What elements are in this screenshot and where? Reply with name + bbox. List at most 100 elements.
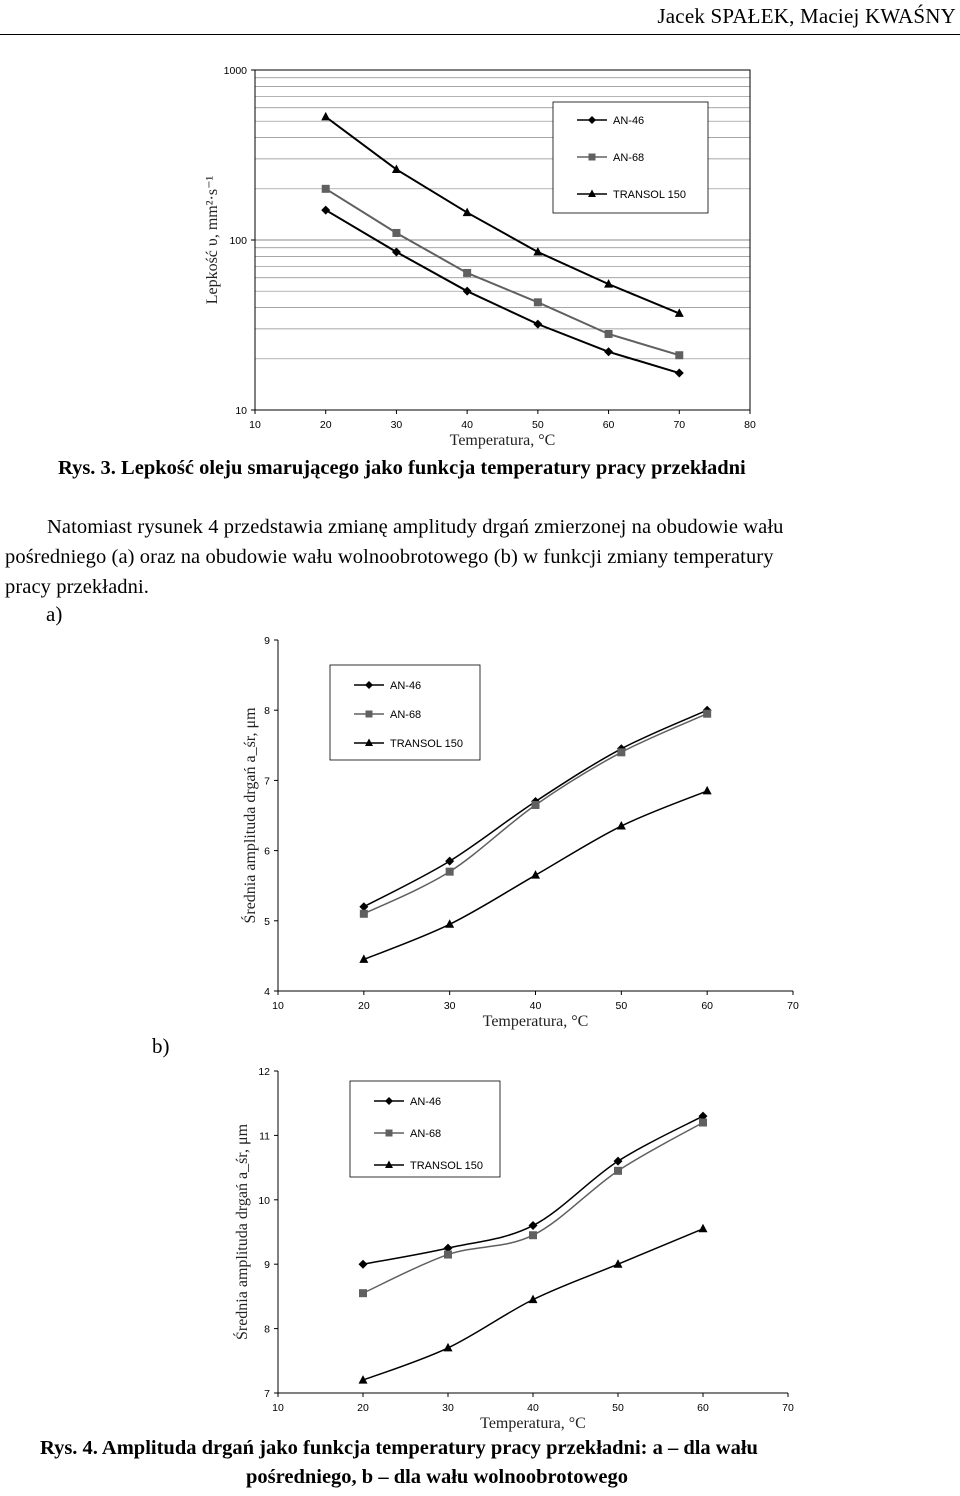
data-point-an-46 [698, 1111, 708, 1121]
y-tick-label: 8 [264, 705, 270, 717]
legend-label-an-68: AN-68 [410, 1128, 441, 1140]
data-point-transol-150 [358, 1375, 368, 1384]
data-point-transol-150 [604, 279, 614, 288]
y-tick-label: 9 [264, 1259, 270, 1271]
x-tick-label: 50 [612, 1402, 624, 1414]
x-axis-title: Temperatura, °C [480, 1415, 586, 1432]
y-tick-label: 4 [264, 986, 270, 998]
panel-b-label: b) [152, 1034, 170, 1058]
data-point-transol-150 [391, 164, 401, 173]
data-point-transol-150 [445, 919, 455, 928]
legend-label-transol-150: TRANSOL 150 [390, 738, 463, 750]
series-an-68 [321, 184, 684, 360]
data-point-an-68 [529, 1231, 537, 1240]
legend-label-an-46: AN-46 [613, 115, 644, 127]
series-transol-150 [321, 111, 684, 317]
y-tick-label: 8 [264, 1324, 270, 1336]
x-tick-label: 60 [603, 419, 615, 431]
header-rule [0, 34, 960, 35]
x-tick-label: 10 [272, 1402, 284, 1414]
data-point-an-68 [703, 709, 712, 718]
body-paragraph: Natomiast rysunek 4 przedstawia zmianę a… [5, 512, 955, 602]
data-point-an-68 [533, 298, 542, 307]
series-line-transol-150 [325, 116, 680, 315]
data-point-transol-150 [443, 1342, 453, 1352]
legend-label-an-46: AN-46 [390, 680, 421, 692]
data-point-an-68 [614, 1166, 622, 1175]
data-point-transol-150 [462, 207, 472, 217]
y-tick-label: 7 [264, 775, 270, 787]
data-point-transol-150 [531, 870, 540, 879]
data-point-transol-150 [702, 785, 712, 795]
legend-label-transol-150: TRANSOL 150 [613, 189, 686, 201]
series-line-transol-150 [362, 1228, 704, 1381]
viscosity-chart: 10 100 1000 10 20 30 40 50 60 70 80 Temperatura, °C… [204, 65, 756, 449]
data-point-an-68 [604, 329, 613, 338]
y-tick-label: 11 [259, 1130, 270, 1142]
x-tick-label: 50 [532, 419, 544, 431]
x-tick-label: 10 [272, 1000, 284, 1012]
x-tick-label: 50 [615, 1000, 627, 1012]
legend-marker-an-46 [365, 681, 373, 689]
x-axis-title: Temperatura, °C [450, 432, 556, 449]
x-tick-label: 20 [357, 1402, 369, 1414]
data-point-an-46 [358, 1259, 368, 1269]
data-point-an-68 [392, 228, 401, 237]
x-tick-label: 30 [391, 419, 403, 431]
y-tick-label: 10 [235, 405, 247, 417]
figure3-caption: Rys. 3. Lepkość oleju smarującego jako f… [58, 457, 746, 479]
legend-marker-an-46 [385, 1097, 393, 1105]
data-point-an-46 [528, 1221, 538, 1231]
y-tick-label: 100 [229, 235, 247, 247]
series-an-46 [321, 205, 684, 378]
data-point-transol-150 [359, 954, 369, 963]
figure4-caption-line-1: Rys. 4. Amplituda drgań jako funkcja tem… [40, 1437, 758, 1459]
series-transol-150 [358, 1223, 708, 1384]
paragraph-line-2: pośredniego (a) oraz na obudowie wału wo… [5, 546, 774, 568]
y-axis-title: Średnia amplituda drgań a_śr, μm [240, 707, 259, 924]
data-point-an-46 [443, 1243, 453, 1253]
data-point-transol-150 [528, 1294, 538, 1304]
data-point-an-46 [391, 247, 401, 257]
legend-box [329, 664, 481, 761]
series-an-46 [358, 1111, 708, 1269]
data-point-an-46 [462, 286, 472, 296]
page-header-authors: Jacek SPAŁEK, Maciej KWAŚNY [657, 4, 956, 28]
y-axis-title: Średnia amplituda drgań a_śr, μm [232, 1123, 251, 1340]
legend-marker-an-68 [385, 1129, 393, 1137]
legend-marker-an-68 [365, 710, 373, 718]
y-tick-label: 1000 [224, 65, 248, 77]
data-point-an-68 [675, 351, 684, 360]
data-point-an-68 [617, 748, 626, 757]
legend-box [349, 1080, 501, 1178]
panel-a-label: a) [46, 602, 63, 626]
x-tick-label: 80 [744, 419, 756, 431]
x-tick-label: 10 [249, 419, 261, 431]
x-tick-label: 40 [527, 1402, 539, 1414]
y-axis-title: Lepkość υ, mm²·s⁻¹ [204, 175, 221, 304]
x-tick-label: 70 [673, 419, 685, 431]
y-tick-label: 5 [264, 916, 270, 928]
data-point-an-46 [321, 205, 331, 215]
data-point-an-68 [463, 268, 472, 277]
series-an-68 [359, 1118, 707, 1298]
series-line-an-68 [325, 187, 680, 357]
legend-marker-transol-150 [365, 738, 373, 746]
data-point-transol-150 [613, 1259, 623, 1268]
data-point-transol-150 [321, 111, 331, 121]
x-tick-label: 60 [701, 1000, 713, 1012]
legend-label-an-68: AN-68 [613, 152, 644, 164]
x-tick-label: 70 [782, 1402, 794, 1414]
data-point-transol-150 [698, 1223, 708, 1233]
x-tick-label: 40 [530, 1000, 542, 1012]
legend: AN-46 AN-68 TRANSOL 150 [329, 664, 481, 761]
data-point-an-68 [531, 800, 540, 809]
data-point-an-46 [674, 368, 684, 378]
x-tick-label: 20 [358, 1000, 370, 1012]
figure4-caption-line-2: pośredniego, b – dla wału wolnoobrotoweg… [246, 1466, 628, 1488]
series-transol-150 [359, 785, 712, 963]
x-tick-label: 60 [697, 1402, 709, 1414]
data-point-an-46 [359, 902, 369, 912]
amplitude-chart-b: 7 8 9 10 11 12 10 20 30 40 50 60 70 Temperatura, °C Śr… [232, 1066, 794, 1432]
data-point-an-68 [445, 867, 454, 876]
